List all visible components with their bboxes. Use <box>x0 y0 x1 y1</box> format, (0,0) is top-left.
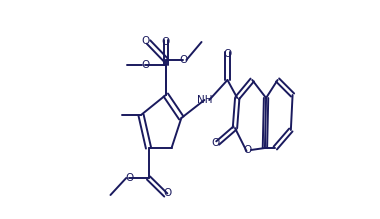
Text: O: O <box>244 145 252 155</box>
Text: O: O <box>164 188 172 198</box>
Text: O: O <box>223 49 231 59</box>
Text: NH: NH <box>197 95 212 105</box>
Text: O: O <box>125 173 134 183</box>
Text: O: O <box>179 55 187 65</box>
Text: O: O <box>142 36 150 46</box>
Text: O: O <box>211 138 219 148</box>
Text: O: O <box>141 60 149 70</box>
Text: O: O <box>162 37 170 47</box>
